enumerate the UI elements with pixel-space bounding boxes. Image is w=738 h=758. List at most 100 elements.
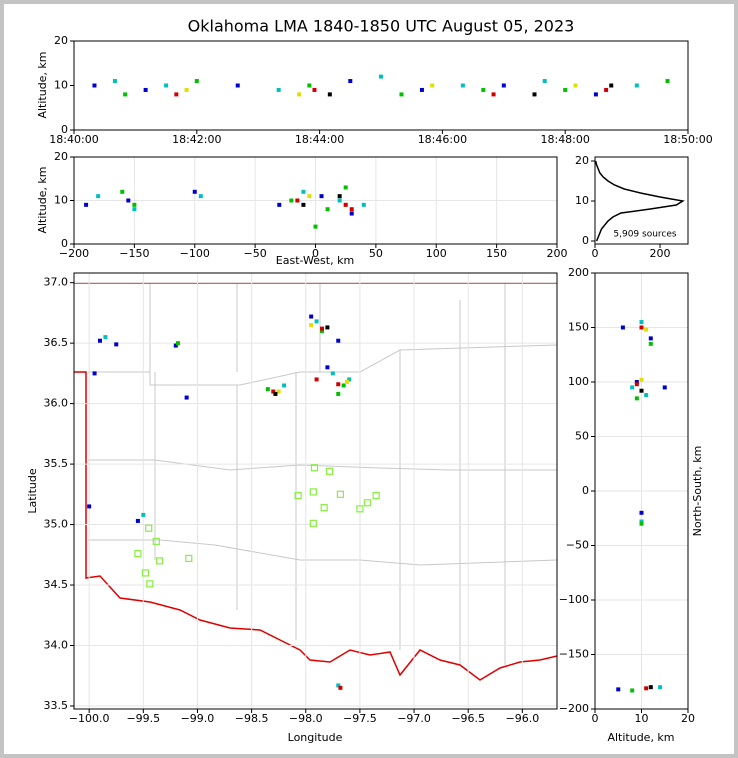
x-tick-label: −99.5 bbox=[126, 712, 160, 725]
x-tick-label: −100 bbox=[180, 247, 210, 260]
y-tick-label: 35.0 bbox=[44, 518, 69, 531]
y-tick-label: 20 bbox=[54, 150, 68, 163]
source bbox=[301, 202, 306, 207]
x-tick-label: −96.5 bbox=[451, 712, 485, 725]
source bbox=[92, 83, 97, 88]
y-tick-label: 36.5 bbox=[44, 336, 69, 349]
source bbox=[620, 325, 625, 330]
y-tick-label: 50 bbox=[575, 430, 589, 443]
source bbox=[337, 198, 342, 203]
y-tick-label: −100 bbox=[559, 593, 589, 606]
source bbox=[644, 327, 649, 332]
source bbox=[120, 189, 125, 194]
source bbox=[309, 323, 314, 328]
source bbox=[295, 198, 300, 203]
source bbox=[319, 326, 324, 331]
source bbox=[325, 207, 330, 212]
x-tick-label: 10 bbox=[635, 712, 649, 725]
y-tick-label: 10 bbox=[54, 79, 68, 92]
x-tick-label: 200 bbox=[650, 247, 671, 260]
station bbox=[155, 557, 164, 565]
y-axis-label: Altitude, km bbox=[36, 51, 49, 118]
source bbox=[563, 87, 568, 92]
source bbox=[307, 83, 312, 88]
plot-area bbox=[595, 160, 685, 242]
plot-area bbox=[92, 74, 670, 97]
station bbox=[372, 491, 380, 500]
source bbox=[361, 202, 366, 207]
source bbox=[399, 92, 404, 97]
x-tick-label: 18:46:00 bbox=[418, 133, 467, 146]
source bbox=[609, 83, 614, 88]
state-boundary bbox=[74, 282, 558, 681]
source bbox=[312, 87, 317, 92]
source bbox=[194, 79, 199, 84]
source bbox=[501, 83, 506, 88]
source bbox=[665, 79, 670, 84]
source bbox=[616, 687, 621, 692]
y-tick-label: 0 bbox=[61, 123, 68, 136]
source bbox=[343, 202, 348, 207]
source bbox=[336, 683, 341, 688]
y-tick-label: 33.5 bbox=[44, 699, 69, 712]
plot-frame bbox=[594, 272, 689, 710]
source bbox=[265, 387, 270, 392]
source bbox=[419, 87, 424, 92]
source bbox=[630, 385, 635, 390]
source bbox=[336, 391, 341, 396]
y-tick-label: 0 bbox=[582, 484, 589, 497]
source bbox=[343, 185, 348, 190]
source bbox=[573, 83, 578, 88]
source bbox=[630, 688, 635, 693]
station bbox=[309, 519, 317, 527]
source bbox=[271, 389, 276, 394]
source bbox=[143, 87, 148, 92]
y-tick-label: 36.0 bbox=[44, 397, 69, 410]
station bbox=[363, 499, 372, 507]
source bbox=[297, 92, 302, 97]
source bbox=[282, 383, 287, 388]
chart-title: Oklahoma LMA 1840-1850 UTC August 05, 20… bbox=[188, 17, 575, 36]
x-tick-label: −97.5 bbox=[343, 712, 377, 725]
x-axis-label: East-West, km bbox=[276, 254, 354, 267]
station bbox=[325, 467, 334, 475]
county-line bbox=[88, 539, 558, 566]
source bbox=[349, 211, 354, 216]
source bbox=[491, 92, 496, 97]
source bbox=[481, 87, 486, 92]
y-tick-label: 0 bbox=[61, 237, 68, 250]
station bbox=[134, 549, 142, 558]
x-axis-label: Altitude, km bbox=[607, 731, 674, 744]
x-tick-label: 18:44:00 bbox=[295, 133, 344, 146]
x-tick-label: −98.0 bbox=[289, 712, 323, 725]
plot-frame bbox=[73, 156, 558, 245]
source bbox=[126, 198, 131, 203]
source bbox=[325, 325, 330, 330]
y-tick-label: 10 bbox=[54, 194, 68, 207]
y-tick-label: −150 bbox=[559, 648, 589, 661]
source bbox=[174, 92, 179, 97]
station bbox=[145, 524, 153, 532]
source bbox=[344, 379, 349, 384]
y-axis-label: North-South, km bbox=[691, 446, 704, 537]
x-tick-label: 200 bbox=[547, 247, 568, 260]
source bbox=[639, 388, 644, 393]
source bbox=[132, 207, 137, 212]
source bbox=[175, 341, 180, 346]
x-tick-label: −150 bbox=[119, 247, 149, 260]
station bbox=[185, 554, 193, 563]
x-tick-label: −96.0 bbox=[505, 712, 539, 725]
x-tick-label: −200 bbox=[59, 247, 89, 260]
source bbox=[123, 92, 128, 97]
y-tick-label: 10 bbox=[575, 194, 589, 207]
source bbox=[648, 685, 653, 690]
station bbox=[310, 464, 319, 472]
x-tick-label: 18:48:00 bbox=[540, 133, 589, 146]
x-tick-label: 18:50:00 bbox=[663, 133, 712, 146]
source bbox=[644, 393, 649, 398]
station bbox=[356, 505, 364, 513]
source bbox=[276, 87, 281, 92]
source bbox=[349, 207, 354, 212]
station bbox=[309, 488, 317, 496]
source bbox=[634, 396, 639, 401]
